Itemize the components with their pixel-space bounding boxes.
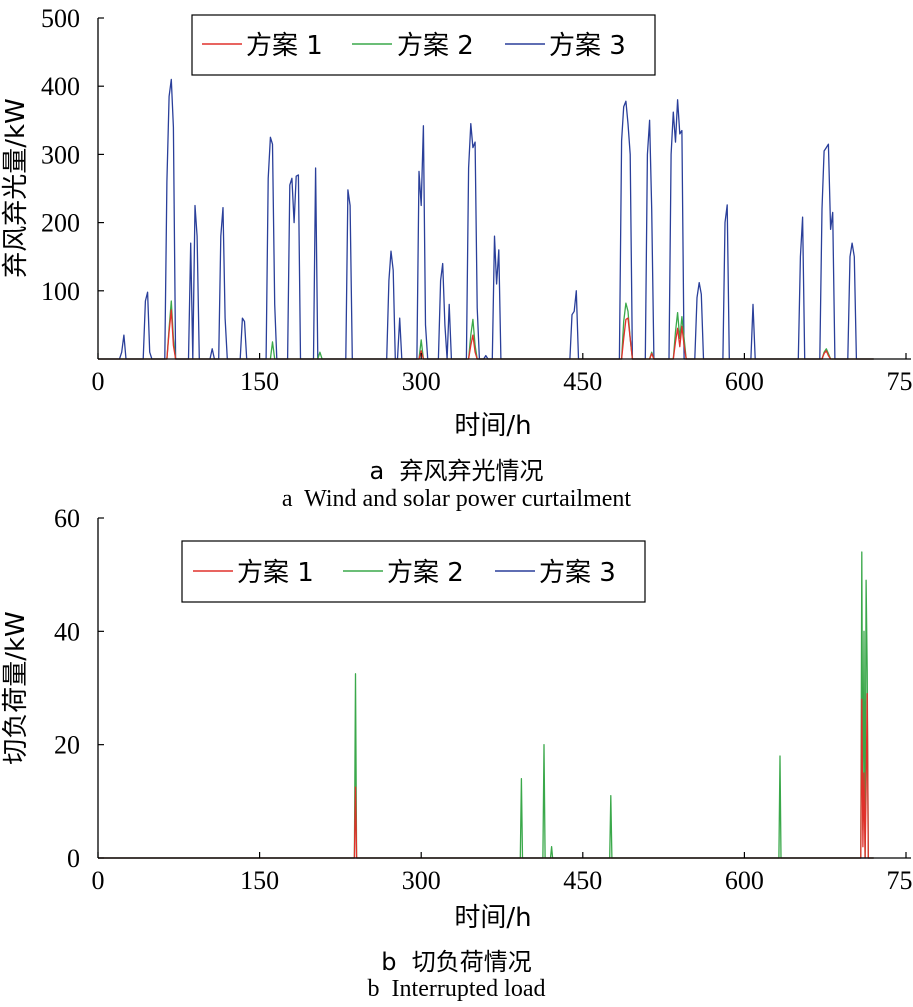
chart-a-series-1-line	[98, 309, 874, 360]
chart-b-series-1-line	[98, 693, 874, 859]
chart-a-xtick-label: 750	[887, 367, 913, 396]
caption-a-en: a Wind and solar power curtailment	[281, 486, 632, 512]
caption-b-cn: b 切负荷情况	[381, 948, 532, 976]
chart-b-xtick-label: 600	[725, 866, 764, 895]
caption-b-en: b Interrupted load	[367, 976, 546, 1002]
chart-b: 0 150 300 450 600 750 0 20 40 60 切负荷量/kW 时间/h 方案 …	[1, 504, 913, 933]
chart-b-ticks: 0 150 300 450 600 750 0 20 40 60	[54, 504, 913, 895]
chart-b-series-2-line	[98, 551, 874, 859]
chart-b-ytick-label: 20	[54, 731, 80, 760]
chart-b-xtick-label: 0	[92, 866, 105, 895]
chart-a-xtick-label: 0	[92, 367, 105, 396]
chart-a-xlabel: 时间/h	[454, 411, 531, 441]
chart-a-ytick-label: 400	[41, 72, 80, 101]
chart-a-xtick-label: 600	[725, 367, 764, 396]
chart-a-xtick-label: 450	[563, 367, 602, 396]
chart-b-xtick-label: 150	[240, 866, 279, 895]
legend-a-label-3: 方案 3	[549, 31, 626, 61]
chart-a-series-2-line	[98, 300, 874, 360]
chart-b-xtick-label: 300	[402, 866, 441, 895]
legend-b-label-2: 方案 2	[387, 558, 464, 588]
chart-a-xtick-label: 300	[402, 367, 441, 396]
chart-a-legend: 方案 1 方案 2 方案 3	[191, 14, 656, 76]
legend-a-label-1: 方案 1	[246, 31, 323, 61]
chart-a-xtick-label: 150	[240, 367, 279, 396]
chart-b-ytick-label: 40	[54, 617, 80, 646]
chart-b-ytick-label: 60	[54, 504, 80, 533]
chart-a-series-3-line	[98, 78, 874, 360]
chart-b-xtick-label: 450	[563, 866, 602, 895]
chart-b-xtick-label: 750	[887, 866, 913, 895]
chart-b-xlabel: 时间/h	[454, 903, 531, 933]
chart-a: 0 150 300 450 600 750 100 200 300 400 500 弃风弃光量/kW…	[1, 4, 913, 441]
chart-a-ytick-label: 100	[41, 277, 80, 306]
chart-a-ytick-label: 500	[41, 4, 80, 33]
legend-b-label-1: 方案 1	[237, 558, 314, 588]
chart-a-ticks: 0 150 300 450 600 750 100 200 300 400 500	[41, 4, 913, 396]
chart-b-ylabel: 切负荷量/kW	[1, 611, 31, 765]
chart-a-series	[98, 78, 874, 360]
caption-a-cn: a 弃风弃光情况	[369, 457, 544, 485]
chart-a-ytick-label: 200	[41, 209, 80, 238]
chart-b-ytick-label: 0	[67, 844, 80, 873]
legend-a-label-2: 方案 2	[397, 31, 474, 61]
chart-b-legend: 方案 1 方案 2 方案 3	[181, 540, 646, 603]
legend-b-label-3: 方案 3	[539, 558, 616, 588]
chart-a-ytick-label: 300	[41, 140, 80, 169]
chart-a-ylabel: 弃风弃光量/kW	[1, 98, 31, 278]
